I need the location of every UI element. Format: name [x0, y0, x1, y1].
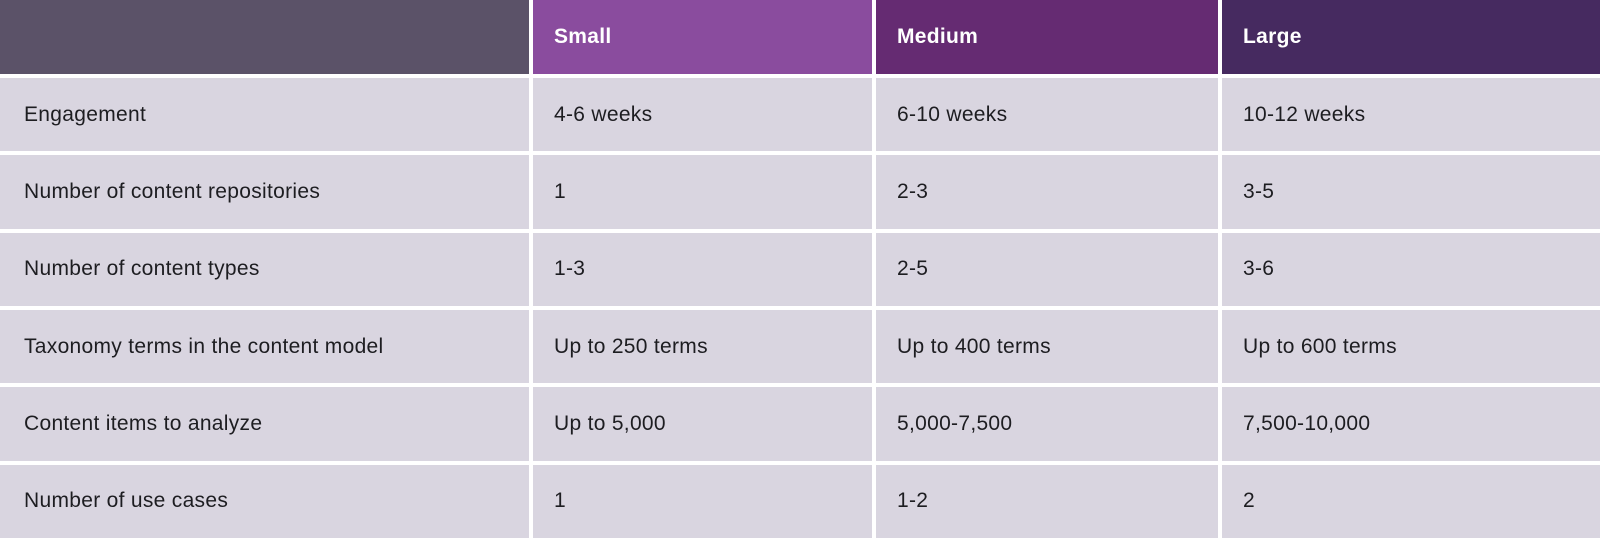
header-cell-medium: Medium — [876, 0, 1218, 74]
row-label: Number of content types — [0, 232, 529, 306]
header-cell-blank — [0, 0, 529, 74]
row-value: 1 — [533, 155, 872, 229]
row-value: Up to 600 terms — [1222, 310, 1600, 384]
row-label: Taxonomy terms in the content model — [0, 310, 529, 384]
row-value: 1 — [533, 464, 872, 538]
row-value: 1-3 — [533, 232, 872, 306]
row-value: Up to 5,000 — [533, 387, 872, 461]
row-value: Up to 400 terms — [876, 310, 1218, 384]
row-value: 10-12 weeks — [1222, 78, 1600, 152]
row-value: 2 — [1222, 464, 1600, 538]
row-label: Number of use cases — [0, 464, 529, 538]
row-value: 6-10 weeks — [876, 78, 1218, 152]
row-label: Content items to analyze — [0, 387, 529, 461]
row-value: 5,000-7,500 — [876, 387, 1218, 461]
row-value: 2-5 — [876, 232, 1218, 306]
row-value: 2-3 — [876, 155, 1218, 229]
header-cell-small: Small — [533, 0, 872, 74]
header-cell-large: Large — [1222, 0, 1600, 74]
row-value: 3-5 — [1222, 155, 1600, 229]
row-value: 7,500-10,000 — [1222, 387, 1600, 461]
row-label: Engagement — [0, 78, 529, 152]
row-value: 3-6 — [1222, 232, 1600, 306]
row-value: 1-2 — [876, 464, 1218, 538]
row-value: 4-6 weeks — [533, 78, 872, 152]
row-value: Up to 250 terms — [533, 310, 872, 384]
row-label: Number of content repositories — [0, 155, 529, 229]
